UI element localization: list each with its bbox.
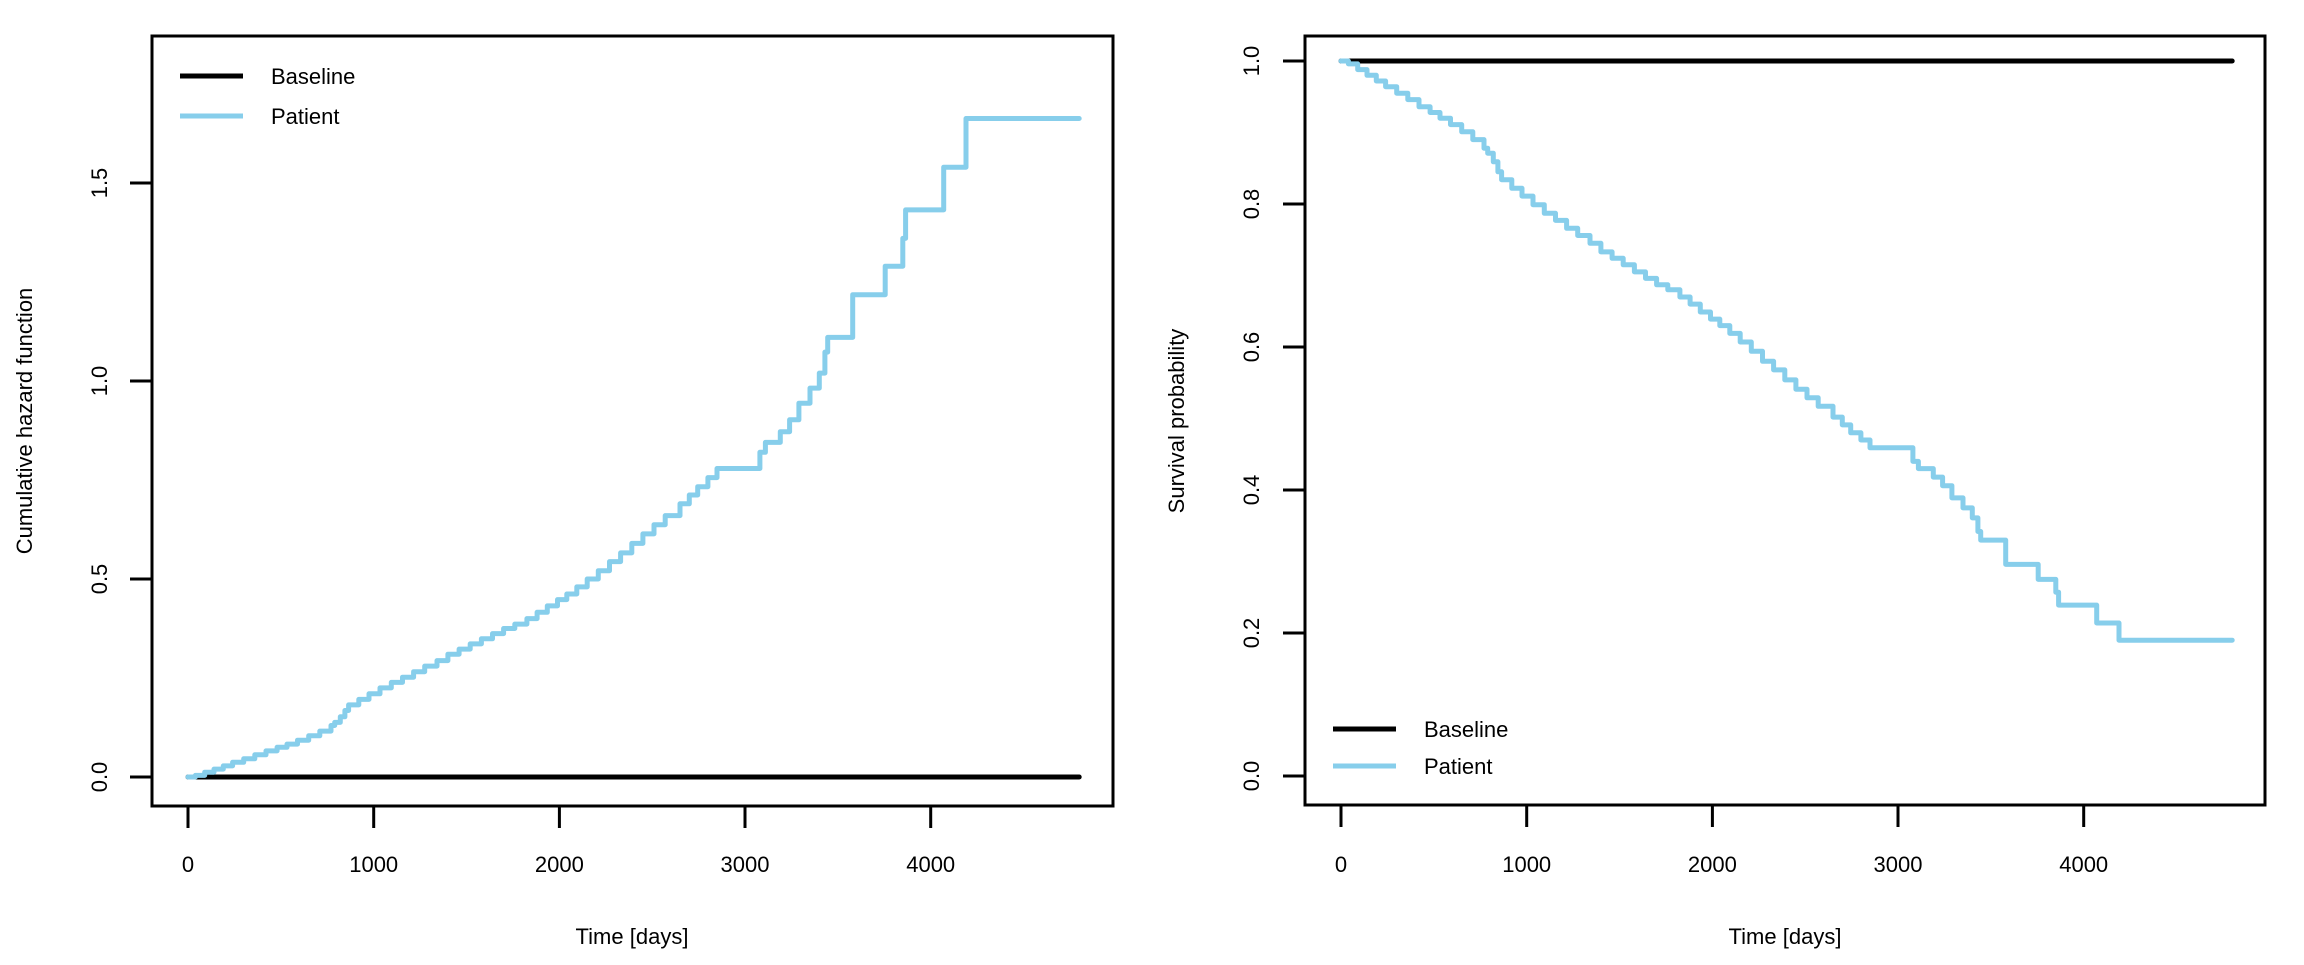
y-tick-label: 1.5 bbox=[87, 168, 112, 199]
y-axis-title: Cumulative hazard function bbox=[12, 288, 37, 555]
x-tick-label: 3000 bbox=[1874, 852, 1923, 877]
patient-line bbox=[1338, 58, 2235, 643]
y-tick-label: 1.0 bbox=[1239, 46, 1264, 77]
chart-cumulative-hazard: 0 1000 2000 3000 4000 0.0 0.5 1.0 1.5 Baseline Pat… bbox=[12, 34, 1115, 949]
x-axis-title: Time [days] bbox=[1729, 924, 1842, 949]
legend-label-baseline: Baseline bbox=[271, 64, 355, 89]
x-axis-title: Time [days] bbox=[576, 924, 689, 949]
patient-line bbox=[185, 116, 1082, 780]
y-tick-label: 0.0 bbox=[1239, 761, 1264, 792]
x-tick-label: 1000 bbox=[349, 852, 398, 877]
legend-label-baseline: Baseline bbox=[1424, 717, 1508, 742]
chart-survival-probability: 0 1000 2000 3000 4000 0.0 0.2 0.4 0.6 0.8 1.0 Basel… bbox=[1164, 34, 2267, 949]
y-axis-title: Survival probability bbox=[1164, 329, 1189, 514]
y-tick-label: 0.0 bbox=[87, 762, 112, 793]
x-tick-label: 3000 bbox=[721, 852, 770, 877]
y-tick-label: 0.8 bbox=[1239, 189, 1264, 220]
plot-box bbox=[1303, 34, 2267, 807]
y-tick-label: 0.4 bbox=[1239, 475, 1264, 506]
x-tick-label: 1000 bbox=[1502, 852, 1551, 877]
plot-box bbox=[150, 34, 1115, 808]
x-tick-label: 0 bbox=[1335, 852, 1347, 877]
y-tick-label: 0.2 bbox=[1239, 618, 1264, 649]
legend-label-patient: Patient bbox=[1424, 754, 1493, 779]
x-tick-label: 4000 bbox=[906, 852, 955, 877]
legend-label-patient: Patient bbox=[271, 104, 340, 129]
y-tick-label: 0.5 bbox=[87, 564, 112, 595]
y-tick-label: 1.0 bbox=[87, 366, 112, 397]
x-tick-label: 2000 bbox=[535, 852, 584, 877]
x-tick-label: 2000 bbox=[1688, 852, 1737, 877]
x-tick-label: 4000 bbox=[2059, 852, 2108, 877]
x-tick-label: 0 bbox=[182, 852, 194, 877]
y-tick-label: 0.6 bbox=[1239, 332, 1264, 363]
